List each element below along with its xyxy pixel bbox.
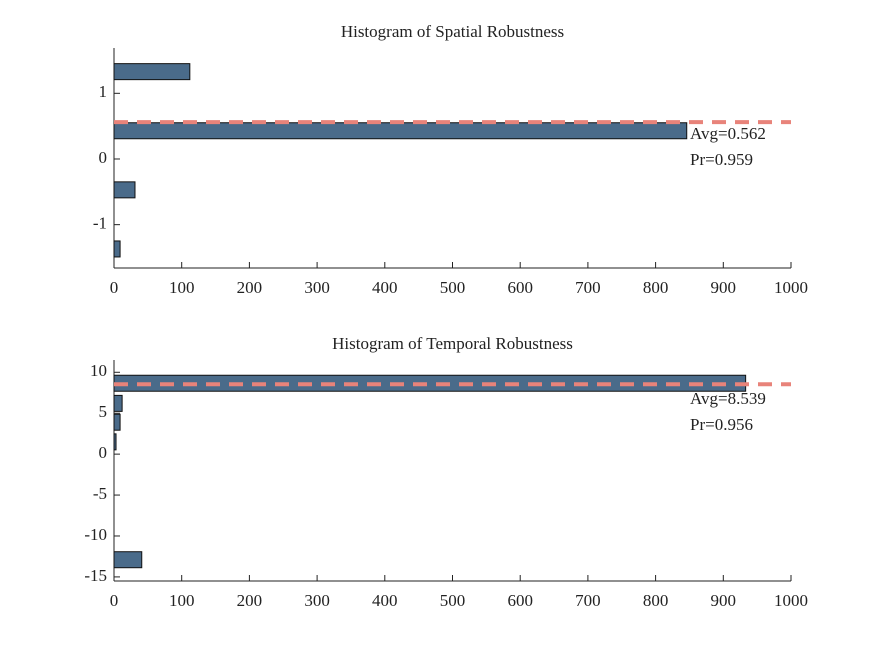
x-tick-label: 800	[643, 591, 669, 610]
x-tick-label: 100	[169, 591, 195, 610]
y-tick-label: -15	[84, 566, 107, 585]
bar	[113, 240, 121, 258]
bar	[113, 551, 143, 569]
x-tick-label: 200	[237, 278, 263, 297]
y-tick-label: 1	[99, 82, 108, 101]
x-tick-label: 600	[507, 278, 533, 297]
x-tick-label: 200	[237, 591, 263, 610]
x-tick-label: 800	[643, 278, 669, 297]
y-tick-label: -5	[93, 484, 107, 503]
x-tick-label: 300	[304, 591, 330, 610]
annotation: Pr=0.956	[690, 415, 753, 434]
x-tick-label: 500	[440, 591, 466, 610]
x-tick-label: 0	[110, 591, 119, 610]
bar	[113, 122, 688, 140]
bar	[113, 394, 123, 412]
x-tick-label: 900	[711, 591, 737, 610]
bar	[113, 433, 117, 451]
x-tick-label: 400	[372, 278, 398, 297]
x-tick-label: 400	[372, 591, 398, 610]
annotation: Avg=8.539	[690, 389, 766, 408]
chart-title: Histogram of Temporal Robustness	[332, 334, 573, 353]
y-tick-label: -10	[84, 525, 107, 544]
x-tick-label: 300	[304, 278, 330, 297]
y-tick-label: 0	[99, 148, 108, 167]
y-tick-label: -1	[93, 214, 107, 233]
x-tick-label: 700	[575, 591, 601, 610]
y-tick-label: 10	[90, 361, 107, 380]
bar	[113, 63, 191, 81]
annotation: Avg=0.562	[690, 124, 766, 143]
x-tick-label: 500	[440, 278, 466, 297]
x-tick-label: 1000	[774, 278, 808, 297]
y-tick-label: 5	[99, 402, 108, 421]
x-tick-label: 100	[169, 278, 195, 297]
x-tick-label: 1000	[774, 591, 808, 610]
y-tick-label: 0	[99, 443, 108, 462]
x-tick-label: 700	[575, 278, 601, 297]
chart-title: Histogram of Spatial Robustness	[341, 22, 564, 41]
bar	[113, 413, 121, 431]
bar	[113, 181, 136, 199]
x-tick-label: 0	[110, 278, 119, 297]
annotation: Pr=0.959	[690, 150, 753, 169]
x-tick-label: 600	[507, 591, 533, 610]
x-tick-label: 900	[711, 278, 737, 297]
